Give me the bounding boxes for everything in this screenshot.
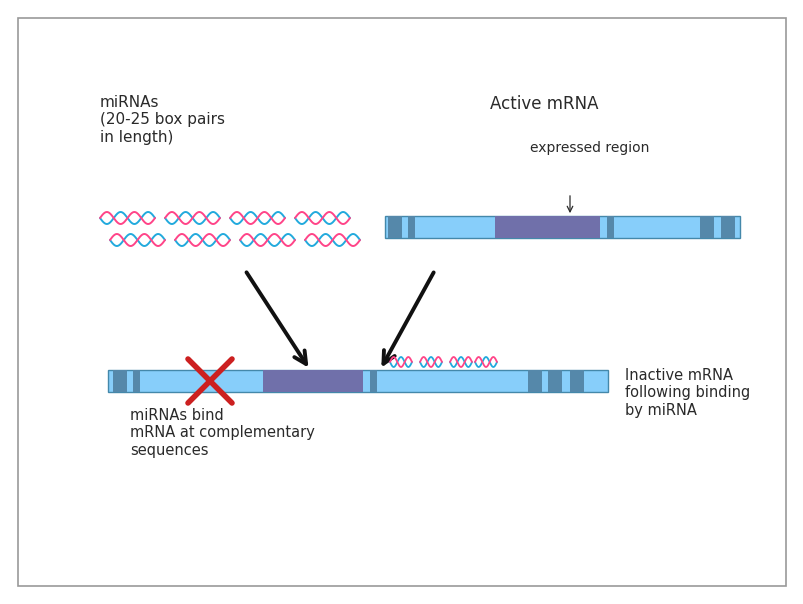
Text: miRNAs
(20-25 box pairs
in length): miRNAs (20-25 box pairs in length) bbox=[100, 95, 225, 145]
Text: Inactive mRNA
following binding
by miRNA: Inactive mRNA following binding by miRNA bbox=[624, 368, 749, 418]
Bar bbox=[385, 216, 739, 238]
Bar bbox=[699, 216, 713, 238]
Bar bbox=[569, 370, 583, 392]
Bar bbox=[108, 370, 607, 392]
Bar bbox=[548, 370, 561, 392]
Bar bbox=[528, 370, 541, 392]
Text: expressed region: expressed region bbox=[529, 141, 649, 155]
Bar bbox=[495, 216, 599, 238]
Text: miRNAs bind
mRNA at complementary
sequences: miRNAs bind mRNA at complementary sequen… bbox=[130, 408, 315, 458]
Bar bbox=[369, 370, 377, 392]
Bar bbox=[720, 216, 734, 238]
Bar bbox=[132, 370, 140, 392]
Bar bbox=[606, 216, 613, 238]
Bar bbox=[388, 216, 402, 238]
Text: Active mRNA: Active mRNA bbox=[489, 95, 597, 113]
Bar bbox=[113, 370, 127, 392]
Bar bbox=[407, 216, 414, 238]
Bar bbox=[263, 370, 362, 392]
